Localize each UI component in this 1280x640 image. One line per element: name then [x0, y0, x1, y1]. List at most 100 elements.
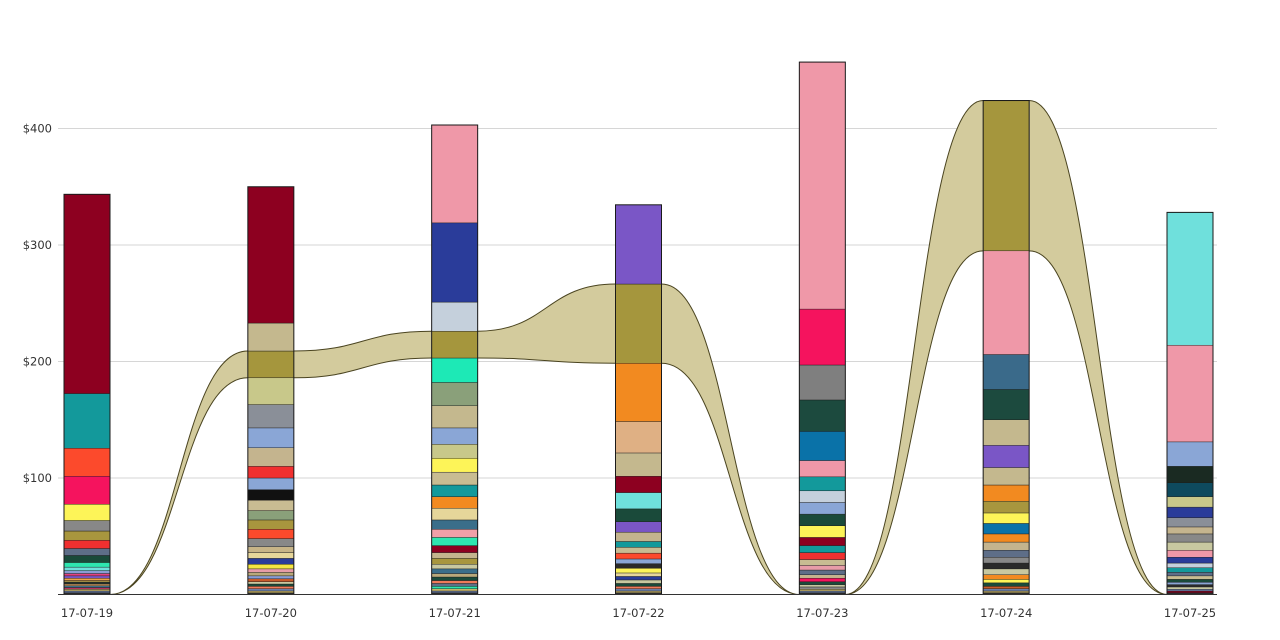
highlight-segment[interactable]	[431, 331, 478, 359]
bar-segment[interactable]	[799, 502, 846, 515]
bar-segment[interactable]	[431, 568, 478, 574]
bar-segment[interactable]	[615, 204, 662, 285]
bar-segment[interactable]	[799, 525, 846, 538]
bar-segment[interactable]	[247, 499, 295, 511]
bar-segment[interactable]	[431, 590, 478, 593]
highlight-segment[interactable]	[982, 100, 1030, 252]
bar-segment[interactable]	[982, 562, 1030, 570]
bar-segment[interactable]	[1166, 557, 1214, 564]
bar-segment[interactable]	[247, 575, 295, 579]
bar-segment[interactable]	[247, 377, 295, 405]
bar-17-07-24[interactable]	[982, 100, 1030, 595]
bar-segment[interactable]	[63, 520, 111, 532]
bar-segment[interactable]	[982, 574, 1030, 580]
bar-segment[interactable]	[615, 476, 662, 493]
bar-segment[interactable]	[799, 490, 846, 503]
bar-segment[interactable]	[247, 564, 295, 570]
bar-segment[interactable]	[799, 460, 846, 478]
bar-segment[interactable]	[799, 513, 846, 526]
bar-17-07-21[interactable]	[431, 124, 479, 595]
bar-segment[interactable]	[63, 573, 111, 577]
bar-segment[interactable]	[431, 444, 478, 459]
bar-segment[interactable]	[431, 519, 478, 530]
bar-segment[interactable]	[247, 546, 295, 553]
bar-segment[interactable]	[1166, 572, 1214, 577]
bar-segment[interactable]	[1166, 506, 1214, 518]
bar-segment[interactable]	[247, 519, 295, 530]
bar-segment[interactable]	[63, 570, 111, 574]
bar-segment[interactable]	[63, 548, 111, 556]
bar-segment[interactable]	[1166, 496, 1214, 508]
bar-segment[interactable]	[63, 580, 111, 583]
bar-segment[interactable]	[1166, 586, 1214, 590]
bar-segment[interactable]	[982, 419, 1030, 446]
bar-segment[interactable]	[799, 431, 846, 461]
bar-segment[interactable]	[982, 586, 1030, 589]
bar-segment[interactable]	[431, 586, 478, 589]
bar-segment[interactable]	[63, 448, 111, 477]
bar-segment[interactable]	[982, 590, 1030, 593]
bar-segment[interactable]	[247, 322, 295, 352]
bar-segment[interactable]	[982, 568, 1030, 575]
bar-segment[interactable]	[1166, 582, 1214, 585]
bar-segment[interactable]	[431, 552, 478, 559]
bar-segment[interactable]	[799, 552, 846, 560]
bar-segment[interactable]	[615, 363, 662, 422]
bar-segment[interactable]	[247, 186, 295, 324]
bar-segment[interactable]	[615, 586, 662, 589]
bar-segment[interactable]	[982, 389, 1030, 420]
bar-segment[interactable]	[247, 466, 295, 479]
bar-segment[interactable]	[799, 476, 846, 492]
bar-17-07-25[interactable]	[1166, 211, 1214, 595]
bar-segment[interactable]	[799, 364, 846, 401]
bar-segment[interactable]	[1166, 579, 1214, 583]
bar-segment[interactable]	[431, 558, 478, 565]
bar-segment[interactable]	[63, 589, 111, 592]
bar-segment[interactable]	[431, 405, 478, 429]
bar-segment[interactable]	[615, 541, 662, 548]
bar-segment[interactable]	[615, 563, 662, 569]
bar-segment[interactable]	[431, 124, 478, 224]
bar-segment[interactable]	[431, 222, 478, 303]
bar-segment[interactable]	[799, 537, 846, 546]
bar-segment[interactable]	[799, 589, 846, 592]
bar-segment[interactable]	[982, 445, 1030, 468]
bar-segment[interactable]	[431, 564, 478, 570]
bar-segment[interactable]	[615, 552, 662, 560]
bar-segment[interactable]	[247, 510, 295, 521]
bar-segment[interactable]	[63, 393, 111, 449]
bar-segment[interactable]	[247, 477, 295, 490]
bar-segment[interactable]	[982, 512, 1030, 524]
bar-segment[interactable]	[247, 447, 295, 467]
bar-segment[interactable]	[431, 427, 478, 445]
bar-segment[interactable]	[431, 588, 478, 592]
bar-17-07-23[interactable]	[798, 61, 846, 596]
bar-segment[interactable]	[63, 583, 111, 586]
bar-segment[interactable]	[63, 476, 111, 505]
bar-segment[interactable]	[247, 558, 295, 565]
bar-segment[interactable]	[615, 583, 662, 587]
bar-segment[interactable]	[982, 582, 1030, 587]
bar-segment[interactable]	[799, 586, 846, 590]
bar-17-07-19[interactable]	[63, 193, 111, 595]
bar-segment[interactable]	[63, 587, 111, 590]
bar-segment[interactable]	[799, 545, 846, 553]
bar-segment[interactable]	[982, 588, 1030, 592]
bar-segment[interactable]	[247, 427, 295, 448]
bar-17-07-22[interactable]	[615, 204, 662, 595]
bar-segment[interactable]	[615, 588, 662, 592]
bar-segment[interactable]	[799, 61, 846, 310]
bar-segment[interactable]	[247, 538, 295, 547]
bar-segment[interactable]	[63, 590, 111, 593]
bar-segment[interactable]	[63, 577, 111, 581]
bar-segment[interactable]	[431, 301, 478, 332]
bar-segment[interactable]	[431, 484, 478, 497]
bar-segment[interactable]	[799, 308, 846, 366]
bar-segment[interactable]	[247, 489, 295, 501]
bar-segment[interactable]	[1166, 441, 1214, 467]
bar-segment[interactable]	[615, 421, 662, 454]
bar-segment[interactable]	[63, 555, 111, 563]
bar-segment[interactable]	[431, 537, 478, 546]
bar-segment[interactable]	[431, 580, 478, 584]
bar-segment[interactable]	[1166, 550, 1214, 558]
